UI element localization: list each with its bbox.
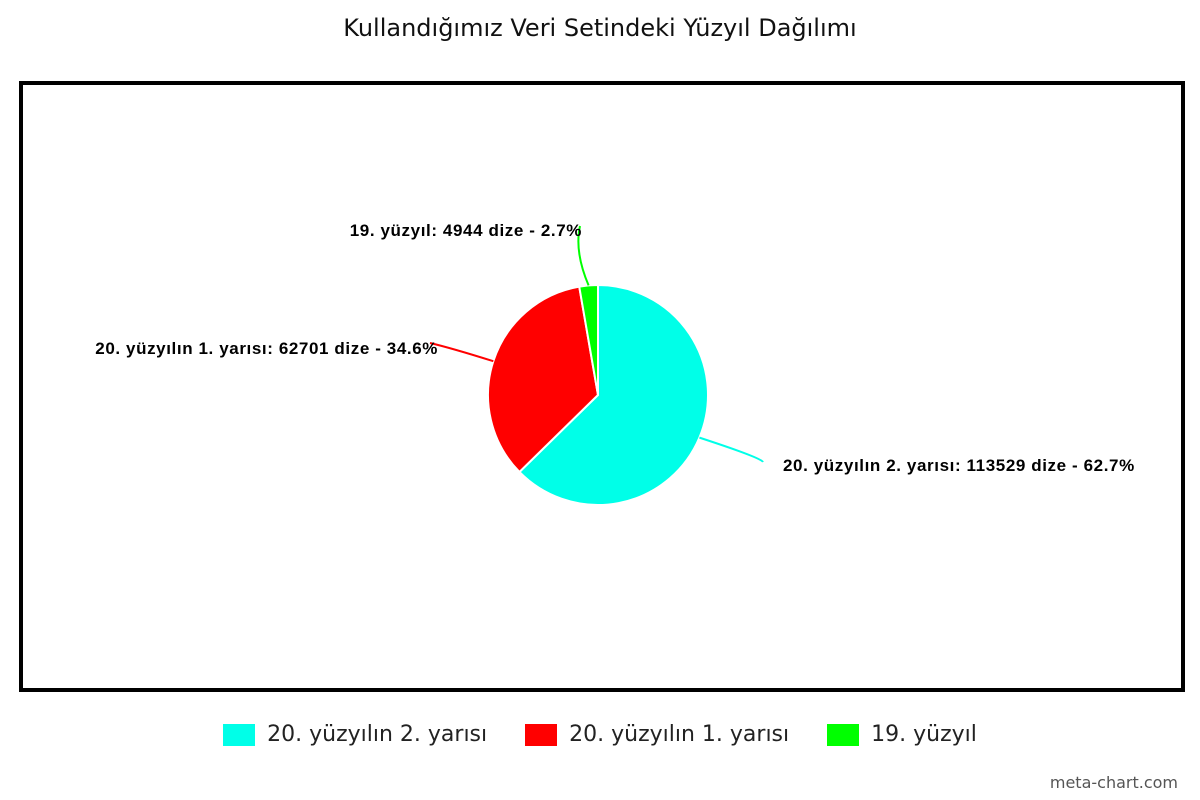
leader-line [699, 436, 764, 463]
chart-title: Kullandığımız Veri Setindeki Yüzyıl Dağı… [343, 14, 857, 42]
leader-line [429, 342, 494, 363]
legend-item: 20. yüzyılın 2. yarısı [223, 722, 487, 747]
pie-slice [578, 283, 599, 396]
credit-text: meta-chart.com [1049, 773, 1178, 792]
legend-label: 19. yüzyıl [871, 722, 977, 747]
pie-slice [487, 285, 600, 474]
legend-item: 20. yüzyılın 1. yarısı [525, 722, 789, 747]
legend-swatch [525, 723, 558, 746]
legend-swatch [827, 723, 860, 746]
slice-data-label: 19. yüzyıl: 4944 dize - 2.7% [350, 221, 582, 240]
slice-data-label: 20. yüzyılın 2. yarısı: 113529 dize - 62… [783, 456, 1135, 475]
legend-label: 20. yüzyılın 2. yarısı [267, 722, 488, 747]
leader-line [577, 225, 590, 286]
legend-item: 19. yüzyıl [827, 722, 977, 747]
legend-label: 20. yüzyılın 1. yarısı [569, 722, 790, 747]
legend: 20. yüzyılın 2. yarısı 20. yüzyılın 1. ya… [0, 722, 1200, 747]
legend-swatch [223, 723, 256, 746]
slice-data-label: 20. yüzyılın 1. yarısı: 62701 dize - 34.… [95, 339, 438, 358]
plot-frame [19, 81, 1185, 692]
